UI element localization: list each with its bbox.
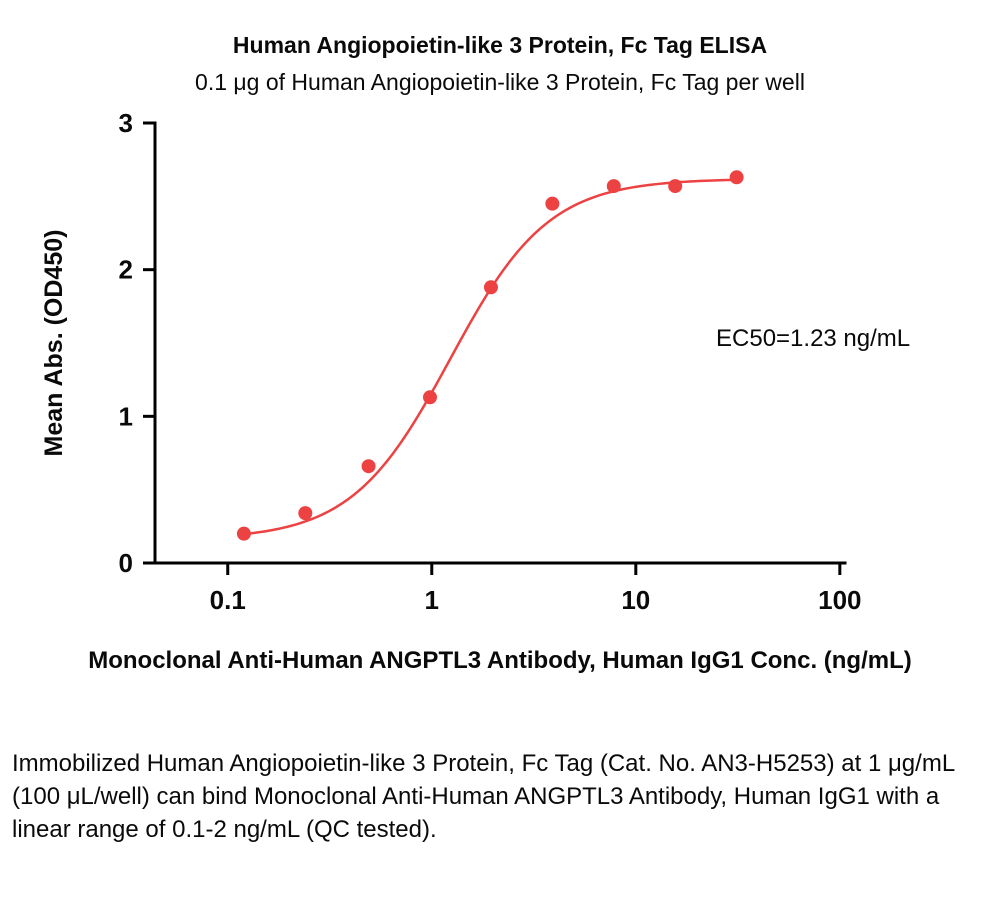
data-point xyxy=(361,459,376,474)
data-point xyxy=(729,170,744,185)
data-point xyxy=(236,526,251,541)
x-tick-label: 100 xyxy=(818,585,861,615)
data-point xyxy=(298,506,313,521)
data-point xyxy=(422,390,437,405)
data-point xyxy=(483,280,498,295)
x-tick-label: 10 xyxy=(621,585,650,615)
y-tick-label: 2 xyxy=(119,255,133,285)
x-tick-label: 0.1 xyxy=(210,585,246,615)
x-tick-label: 1 xyxy=(425,585,439,615)
data-point xyxy=(545,196,560,211)
plot-layer: 0.1 1 10 100 0 1 2 3 xyxy=(119,108,862,615)
data-point xyxy=(668,179,683,194)
data-point xyxy=(606,179,621,194)
chart-area: 0.1 1 10 100 0 1 2 3 Mean Abs. (OD450) EC50=1.2… xyxy=(0,98,1000,643)
x-axis-label: Monoclonal Anti-Human ANGPTL3 Antibody, … xyxy=(88,647,912,674)
y-axis-label: Mean Abs. (OD450) xyxy=(40,230,68,457)
y-tick-label: 3 xyxy=(119,108,133,138)
y-tick-label: 1 xyxy=(119,401,133,431)
chart-subtitle: 0.1 μg of Human Angiopoietin-like 3 Prot… xyxy=(195,69,805,95)
chart-title: Human Angiopoietin-like 3 Protein, Fc Ta… xyxy=(232,32,768,58)
elisa-dose-response-chart: 0.1 1 10 100 0 1 2 3 Mean Abs. (OD450) EC50=1.2… xyxy=(40,108,910,615)
ec50-annotation: EC50=1.23 ng/mL xyxy=(716,325,910,352)
fit-curve xyxy=(240,178,738,536)
y-tick-label: 0 xyxy=(119,548,133,578)
caption-text: Immobilized Human Angiopoietin-like 3 Pr… xyxy=(12,750,955,843)
